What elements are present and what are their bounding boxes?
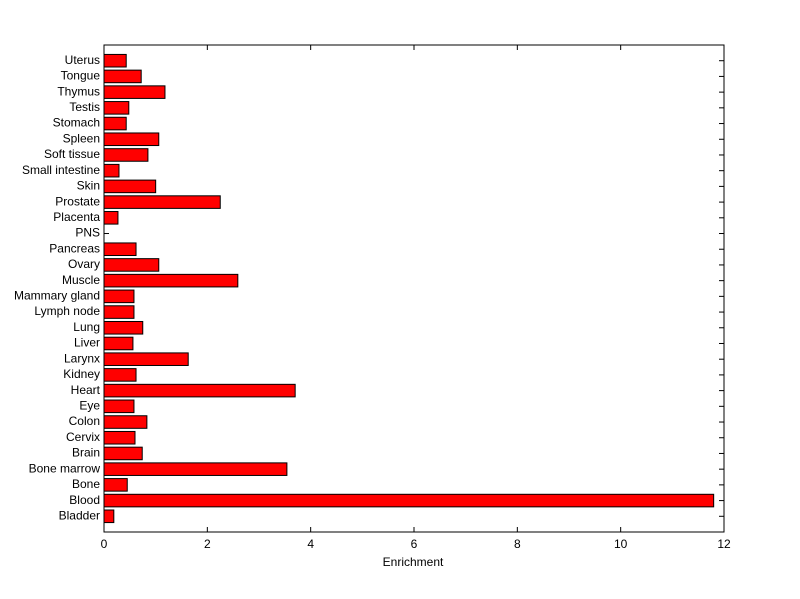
y-tick-label: Bone (72, 477, 100, 491)
bar (103, 132, 160, 147)
y-tick-label: Spleen (63, 131, 100, 145)
bar (103, 320, 144, 335)
y-tick-label: Eye (79, 398, 100, 412)
bar (103, 195, 221, 209)
bar (103, 148, 149, 162)
y-tick-label: Uterus (65, 53, 100, 67)
y-tick-label: Ovary (68, 257, 100, 271)
y-tick-label: Tongue (61, 69, 101, 83)
x-tick-label: 10 (614, 537, 628, 551)
y-tick-label: Bladder (59, 508, 100, 522)
y-tick-label: Stomach (53, 116, 100, 130)
bar (103, 383, 296, 398)
y-tick-label: Mammary gland (14, 289, 100, 303)
y-tick-label: Brain (72, 446, 100, 460)
bar (103, 101, 130, 115)
bar (103, 493, 715, 508)
x-tick-label: 6 (411, 537, 418, 551)
x-axis-label: Enrichment (383, 555, 444, 569)
y-tick-label: Liver (74, 336, 100, 350)
y-tick-label: Small intestine (22, 163, 100, 177)
bar (103, 116, 127, 131)
y-tick-label: Blood (69, 493, 100, 507)
bar (103, 85, 166, 99)
bar (103, 399, 135, 414)
y-tick-label: Pancreas (49, 241, 100, 255)
x-tick-label: 8 (514, 537, 521, 551)
bar (103, 352, 189, 366)
y-tick-label: Kidney (63, 367, 100, 381)
bar (103, 509, 115, 524)
bar (103, 336, 134, 351)
bar (103, 289, 135, 304)
bar (103, 368, 137, 382)
bar (103, 462, 288, 476)
bar (103, 242, 137, 257)
y-tick-label: Prostate (55, 194, 100, 208)
bar (103, 53, 127, 68)
bar (103, 430, 136, 445)
x-tick-label: 0 (101, 537, 108, 551)
y-tick-label: Cervix (66, 430, 100, 444)
y-tick-label: Thymus (57, 84, 100, 98)
y-tick-label: Bone marrow (29, 461, 101, 475)
x-tick-label: 4 (307, 537, 314, 551)
bar (103, 258, 160, 272)
y-tick-label: Heart (71, 383, 101, 397)
y-tick-label: Colon (69, 414, 100, 428)
y-tick-label: Testis (69, 100, 100, 114)
bar (103, 273, 239, 288)
y-tick-label: Skin (77, 179, 100, 193)
y-tick-label: Larynx (64, 351, 100, 365)
y-tick-label: Soft tissue (44, 147, 100, 161)
x-tick-label: 12 (717, 537, 731, 551)
y-tick-label: Placenta (53, 210, 100, 224)
bar (103, 415, 148, 429)
bar (103, 163, 120, 178)
plot-area (103, 44, 725, 533)
bar (103, 305, 135, 319)
y-tick-label: Muscle (62, 273, 100, 287)
y-tick-label: Lymph node (34, 304, 100, 318)
y-tick-label: PNS (75, 226, 100, 240)
bar (103, 69, 142, 84)
x-tick-label: 2 (204, 537, 211, 551)
bar (103, 211, 119, 225)
y-tick-label: Lung (73, 320, 100, 334)
bar (103, 179, 157, 194)
bar (103, 446, 143, 461)
bar (103, 478, 128, 492)
